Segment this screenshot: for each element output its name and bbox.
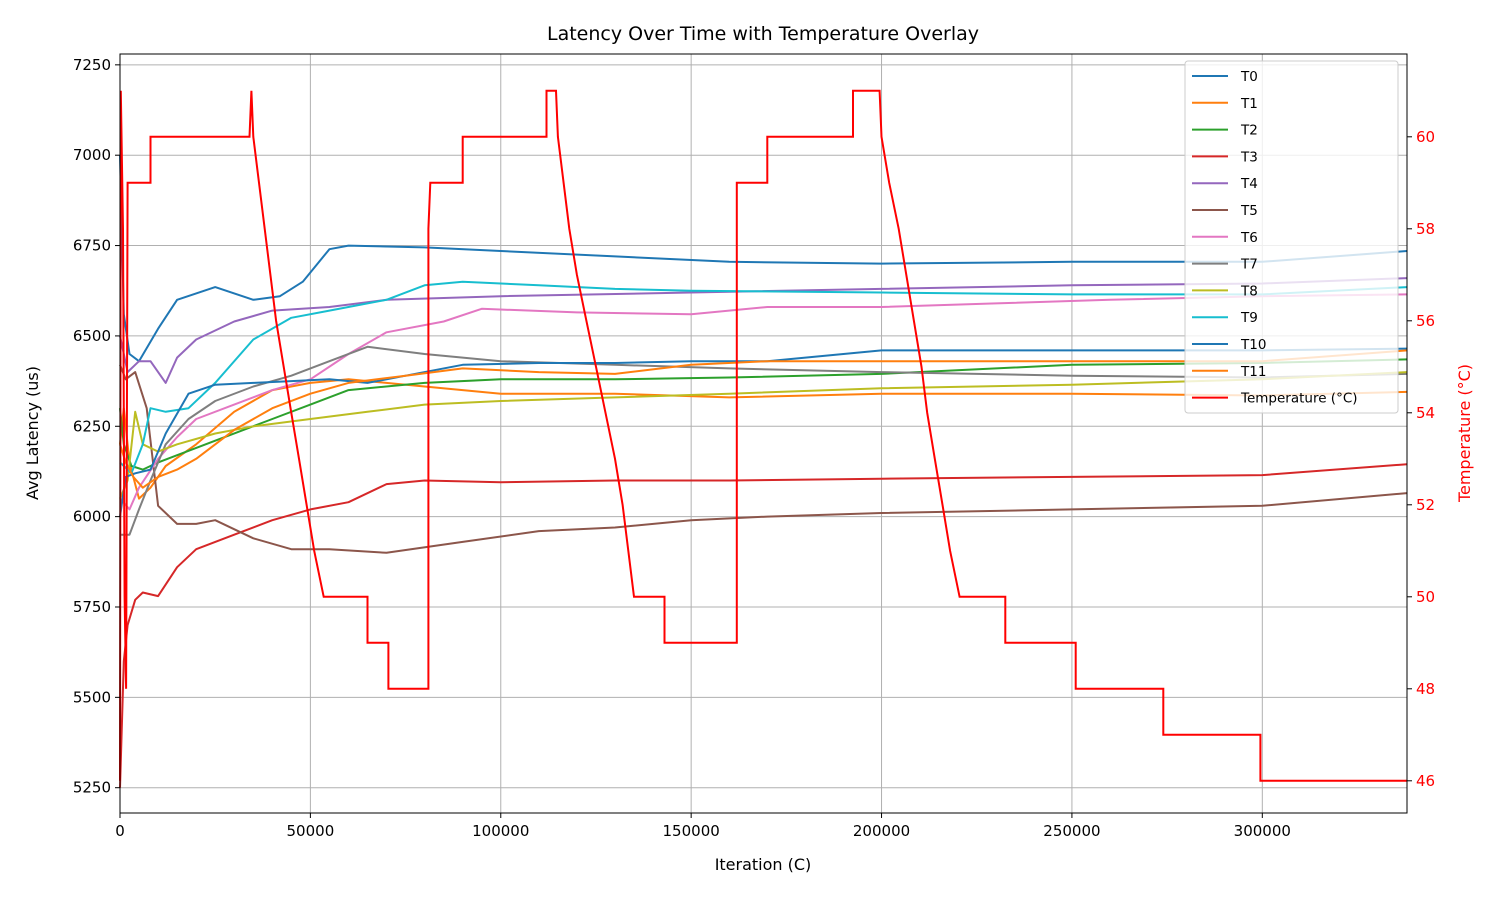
legend-label: T4 bbox=[1240, 176, 1258, 192]
y-tick-label: 6250 bbox=[73, 417, 111, 435]
plot-frame bbox=[119, 53, 1408, 814]
legend: T0 T1 T2 T3 T4 T5 T6 T7 T8 T9 T10 T11 Temperature (°… bbox=[1184, 60, 1399, 414]
series-line-t1 bbox=[119, 378, 1408, 500]
chart-title: Latency Over Time with Temperature Overl… bbox=[547, 23, 979, 45]
legend-label: T6 bbox=[1240, 230, 1258, 246]
y-axis-label: Avg Latency (us) bbox=[23, 366, 42, 500]
y2-tick-label: 50 bbox=[1416, 588, 1435, 606]
x-axis: 0 50000 100000 150000 200000 250000 300000 bbox=[115, 813, 1291, 840]
x-tick-label: 0 bbox=[115, 822, 125, 840]
legend-box bbox=[1184, 60, 1399, 414]
y-tick-label: 5750 bbox=[73, 598, 111, 616]
series-line-t11 bbox=[119, 349, 1408, 489]
series-line-t6 bbox=[119, 293, 1408, 511]
y-tick-label: 5250 bbox=[73, 779, 111, 797]
y2-tick-label: 48 bbox=[1416, 680, 1435, 698]
series-line-t4 bbox=[119, 277, 1408, 384]
legend-label: T0 bbox=[1240, 69, 1258, 85]
temperature-layer bbox=[119, 89, 1407, 782]
y2-tick-label: 52 bbox=[1416, 496, 1435, 514]
legend-label: T2 bbox=[1240, 123, 1258, 139]
y-tick-label: 6000 bbox=[73, 508, 111, 526]
x-axis-label: Iteration (C) bbox=[715, 855, 812, 874]
series-layer bbox=[119, 155, 1408, 788]
series-line-t0 bbox=[119, 155, 1408, 363]
y2-tick-label: 60 bbox=[1416, 128, 1435, 146]
y2-tick-label: 58 bbox=[1416, 220, 1435, 238]
y2-tick-label: 46 bbox=[1416, 772, 1435, 790]
series-line-t9 bbox=[119, 280, 1408, 475]
legend-label: T7 bbox=[1240, 257, 1258, 273]
x-tick-label: 300000 bbox=[1234, 822, 1291, 840]
y-tick-label: 5500 bbox=[73, 688, 111, 706]
y2-axis-label: Temperature (°C) bbox=[1455, 364, 1474, 503]
legend-label: T10 bbox=[1240, 337, 1266, 353]
series-line-t8 bbox=[119, 371, 1408, 499]
y-tick-label: 6750 bbox=[73, 237, 111, 255]
series-line-t3 bbox=[119, 463, 1408, 788]
legend-label: T5 bbox=[1240, 203, 1258, 219]
series-line-t10 bbox=[119, 347, 1408, 517]
y-axis-right: 46 48 50 52 54 56 58 60 bbox=[1407, 128, 1435, 790]
legend-label: T1 bbox=[1240, 96, 1258, 112]
x-tick-label: 100000 bbox=[472, 822, 529, 840]
y2-tick-label: 56 bbox=[1416, 312, 1435, 330]
y-tick-label: 7250 bbox=[73, 56, 111, 74]
legend-label: T11 bbox=[1240, 364, 1266, 380]
legend-label: T8 bbox=[1240, 283, 1258, 299]
x-tick-label: 150000 bbox=[663, 822, 720, 840]
series-line-t7 bbox=[120, 345, 1408, 536]
series-line-t5 bbox=[119, 364, 1408, 554]
y-axis-left: 5250 5500 5750 6000 6250 6500 6750 7000 7250 bbox=[73, 56, 120, 797]
y-tick-label: 6500 bbox=[73, 327, 111, 345]
x-tick-label: 200000 bbox=[853, 822, 910, 840]
x-tick-label: 50000 bbox=[287, 822, 335, 840]
temperature-line bbox=[119, 89, 1407, 782]
x-tick-label: 250000 bbox=[1043, 822, 1100, 840]
legend-label: Temperature (°C) bbox=[1240, 391, 1358, 407]
legend-label: T3 bbox=[1240, 149, 1258, 165]
y2-tick-label: 54 bbox=[1416, 404, 1435, 422]
legend-label: T9 bbox=[1240, 310, 1258, 326]
y-tick-label: 7000 bbox=[73, 146, 111, 164]
